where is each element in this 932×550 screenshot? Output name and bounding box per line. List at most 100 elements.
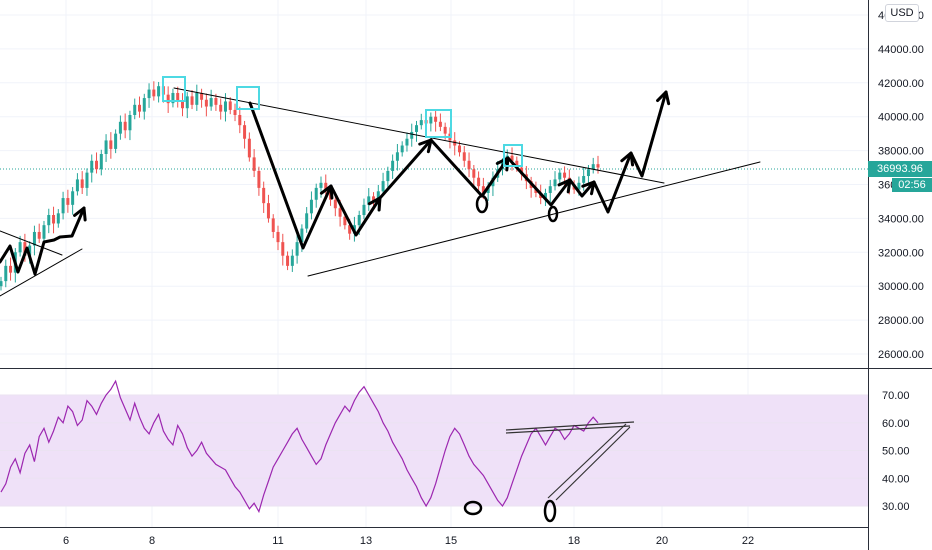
candle (190, 90, 194, 110)
candle (271, 214, 275, 239)
candle (238, 106, 242, 134)
candle (395, 143, 399, 171)
arrowhead[interactable] (557, 178, 572, 194)
arrowhead-target[interactable] (656, 90, 671, 106)
candle (262, 181, 266, 213)
last-price-label: 36993.96 (868, 161, 932, 177)
candle (228, 97, 232, 115)
rsi-circle-marker[interactable] (543, 499, 557, 523)
rsi-support-line[interactable] (555, 426, 631, 501)
candle (52, 206, 56, 234)
rsi-tick-label: 40.00 (882, 473, 910, 485)
time-tick-label: 13 (360, 535, 372, 547)
candle (591, 157, 595, 174)
candle (243, 120, 247, 149)
arrowhead[interactable] (620, 151, 635, 167)
candle (214, 93, 218, 111)
candle (109, 132, 113, 159)
left-trendline-lower[interactable] (0, 248, 83, 297)
candle (171, 88, 175, 108)
circle-marker[interactable] (475, 194, 489, 214)
price-tick-label: 44000.00 (878, 44, 924, 56)
ascending-trendline[interactable] (307, 161, 761, 277)
candle (290, 249, 294, 272)
arrowhead[interactable] (418, 138, 433, 154)
rsi-resistance-line[interactable] (505, 421, 635, 431)
arrowhead[interactable] (581, 180, 596, 196)
candle (123, 113, 127, 139)
highlight-box[interactable] (162, 76, 186, 102)
time-tick-label: 20 (656, 535, 668, 547)
candle (0, 276, 3, 291)
time-tick-label: 22 (742, 535, 754, 547)
candle (80, 171, 84, 194)
countdown-label: 02:56 (892, 178, 932, 192)
price-grid (0, 14, 868, 355)
candle (56, 209, 60, 228)
rsi-tick-label: 30.00 (882, 501, 910, 513)
highlight-box[interactable] (236, 86, 260, 110)
candle (233, 103, 237, 122)
candle (453, 132, 457, 156)
candle (438, 113, 442, 132)
rsi-resistance-line[interactable] (505, 425, 631, 434)
price-tick-label: 30000.00 (878, 281, 924, 293)
circle-marker[interactable] (547, 205, 559, 223)
hand-drawn-forecast-path[interactable] (248, 90, 668, 250)
rsi-drawings[interactable] (463, 421, 635, 523)
arrowhead[interactable] (319, 184, 334, 200)
candle (118, 115, 122, 140)
price-tick-label: 34000.00 (878, 213, 924, 225)
highlight-box[interactable] (503, 144, 523, 167)
highlight-box[interactable] (425, 109, 452, 138)
candle (462, 146, 466, 167)
candle (286, 251, 290, 271)
candle (367, 188, 371, 211)
time-tick-label: 18 (568, 535, 580, 547)
candle (434, 110, 438, 132)
rsi-series-line (0, 379, 599, 514)
candle (142, 93, 146, 120)
left-trendline-upper[interactable] (0, 230, 63, 256)
rsi-circle-marker[interactable] (463, 500, 483, 516)
rsi-tick-label: 50.00 (882, 446, 910, 458)
candle (381, 172, 385, 196)
candle (266, 194, 270, 223)
candle (295, 233, 299, 264)
vertical-grid (65, 0, 749, 527)
time-tick-label: 15 (445, 535, 457, 547)
candle (558, 168, 562, 186)
arrowhead[interactable] (367, 196, 382, 212)
candle (195, 84, 199, 111)
candle (99, 149, 103, 176)
candle (386, 166, 390, 188)
time-tick-label: 6 (63, 535, 69, 547)
price-tick-label: 38000.00 (878, 146, 924, 158)
currency-button[interactable]: USD (885, 4, 919, 22)
hand-drawn-path-left[interactable] (0, 206, 86, 276)
rsi-pane (0, 379, 868, 523)
candle (185, 92, 189, 119)
candle (477, 171, 481, 191)
candle (281, 233, 285, 266)
arrowhead-left[interactable] (73, 206, 87, 222)
time-tick-label: 11 (272, 535, 283, 547)
candle (419, 113, 423, 130)
descending-trendline[interactable] (173, 87, 665, 184)
candle (257, 166, 261, 196)
candle (553, 171, 557, 191)
candle (32, 225, 36, 256)
candle (75, 173, 79, 196)
candle (472, 165, 476, 188)
rsi-axis[interactable]: 70.00 60.00 50.00 40.00 30.00 (882, 390, 910, 513)
candle (85, 168, 89, 196)
candle (467, 152, 471, 178)
candle (66, 189, 70, 213)
price-tick-label: 28000.00 (878, 315, 924, 327)
candle (9, 257, 13, 281)
rsi-support-line[interactable] (547, 423, 627, 499)
trend-drawings[interactable] (0, 76, 761, 297)
candle (410, 123, 414, 147)
time-axis[interactable]: 6 8 11 13 15 18 20 22 (63, 535, 754, 547)
